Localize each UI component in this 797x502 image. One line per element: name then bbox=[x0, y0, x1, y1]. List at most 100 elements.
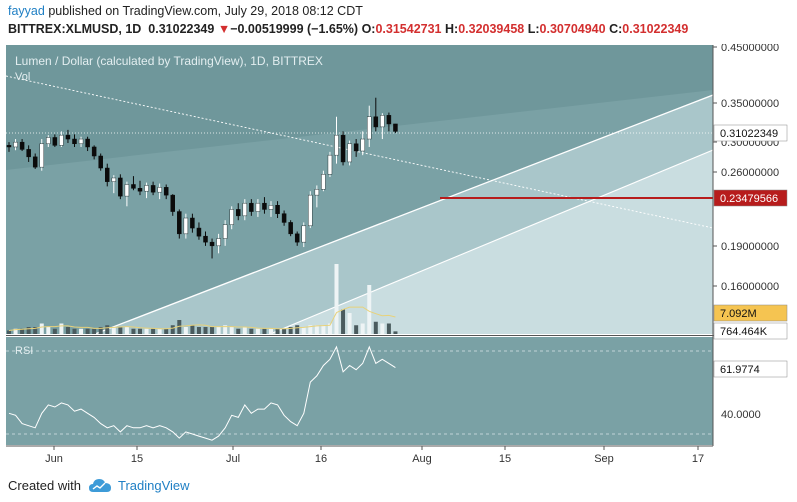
volume-bar bbox=[373, 321, 378, 334]
candle-body bbox=[65, 134, 71, 140]
volume-bar bbox=[118, 327, 123, 334]
candle bbox=[275, 201, 280, 219]
author-link[interactable]: fayyad bbox=[8, 4, 45, 18]
volume-bar bbox=[229, 327, 234, 334]
candle-body bbox=[380, 115, 385, 128]
candle bbox=[170, 194, 175, 216]
volume-bar bbox=[341, 309, 346, 334]
volume-bar bbox=[183, 327, 188, 334]
level-price-label: 0.23479566 bbox=[720, 193, 778, 205]
close-value: 0.31022349 bbox=[622, 22, 689, 36]
candle-body bbox=[170, 194, 175, 212]
candle-body bbox=[98, 155, 103, 169]
volume-bar bbox=[295, 325, 300, 334]
candle bbox=[314, 185, 320, 208]
volume-bar bbox=[39, 323, 44, 334]
volume-bar bbox=[196, 327, 201, 334]
volume-bar bbox=[347, 313, 352, 334]
candle-body bbox=[321, 174, 326, 190]
candle bbox=[85, 136, 90, 152]
ohlc-line: BITTREX:XLMUSD, 1D 0.31022349 ▼−0.005199… bbox=[8, 22, 688, 36]
volume-bar bbox=[138, 328, 142, 334]
volume-bar bbox=[52, 328, 57, 334]
candle bbox=[294, 231, 300, 246]
tradingview-brand-link[interactable]: TradingView bbox=[118, 478, 190, 493]
down-arrow-icon: ▼ bbox=[217, 22, 231, 36]
candle-body bbox=[46, 137, 51, 145]
last-price: 0.31022349 bbox=[148, 22, 215, 36]
time-tick-label: Jun bbox=[45, 453, 63, 465]
descending-trendline[interactable] bbox=[6, 75, 713, 229]
volume-bar bbox=[386, 323, 391, 334]
candle-body bbox=[137, 188, 143, 192]
volume-bar bbox=[223, 325, 228, 334]
candle bbox=[281, 210, 287, 226]
candle-body bbox=[222, 224, 228, 239]
candle bbox=[78, 136, 84, 147]
candle bbox=[255, 199, 261, 217]
candle bbox=[137, 180, 143, 196]
last-price-label-bg bbox=[713, 124, 788, 142]
candle bbox=[118, 174, 123, 200]
time-axis[interactable]: Jun 15 Jul 16 Aug 15 Sep 17 bbox=[45, 446, 704, 465]
candle bbox=[46, 135, 51, 147]
last-price-label: 0.31022349 bbox=[720, 128, 778, 140]
volume-bar bbox=[393, 331, 398, 334]
trendline-upper[interactable] bbox=[94, 94, 713, 334]
volume-bar bbox=[20, 328, 25, 334]
candle-body bbox=[72, 138, 77, 145]
candle-body bbox=[13, 141, 18, 148]
volume-bar bbox=[203, 327, 208, 334]
candle-body bbox=[39, 143, 44, 168]
volume-series bbox=[7, 264, 398, 334]
volume-bar bbox=[111, 327, 116, 334]
volume-ma-line bbox=[8, 306, 396, 331]
volume-bar bbox=[301, 327, 306, 334]
candle bbox=[111, 175, 117, 194]
volume-bar bbox=[380, 323, 385, 334]
chart-area[interactable]: Lumen / Dollar (calculated by TradingVie… bbox=[0, 44, 797, 472]
candle bbox=[13, 139, 18, 151]
price-axis[interactable]: 0.450000000.350000000.300000000.26000000… bbox=[713, 44, 797, 446]
trendline-lower[interactable] bbox=[269, 149, 713, 334]
volume-bar bbox=[98, 327, 103, 334]
candle bbox=[393, 123, 398, 133]
volume-bar bbox=[262, 328, 267, 334]
rsi-level-label: 40.0000 bbox=[721, 409, 761, 421]
publish-line: fayyad published on TradingView.com, Jul… bbox=[8, 4, 363, 18]
rsi-legend: RSI bbox=[15, 345, 33, 357]
volume-last-label: 764.464K bbox=[720, 326, 768, 338]
candle bbox=[183, 213, 189, 239]
candle bbox=[242, 199, 248, 221]
volume-bar bbox=[242, 327, 247, 334]
candle-body bbox=[196, 227, 202, 237]
volume-legend: Vol bbox=[15, 71, 30, 83]
candle-body bbox=[255, 202, 261, 212]
price-tick-label: 0.26000000 bbox=[721, 167, 779, 179]
volume-bar bbox=[255, 328, 260, 334]
candle bbox=[236, 203, 241, 221]
candle bbox=[308, 191, 313, 229]
price-tick-label: 0.19000000 bbox=[721, 241, 779, 253]
volume-bar bbox=[164, 328, 169, 334]
candle-body bbox=[386, 115, 392, 125]
candle bbox=[327, 151, 333, 178]
rsi-value-label: 61.9774 bbox=[720, 364, 760, 376]
volume-bar bbox=[190, 325, 195, 334]
candle-body bbox=[288, 222, 293, 235]
candle-body bbox=[340, 134, 346, 163]
change-value: −0.00519999 (−1.65%) bbox=[230, 22, 359, 36]
volume-bar bbox=[79, 328, 84, 334]
candles-series bbox=[6, 97, 398, 259]
time-tick-label: 17 bbox=[692, 453, 704, 465]
candle bbox=[32, 153, 38, 169]
volume-bar bbox=[124, 327, 129, 334]
volume-bar bbox=[334, 264, 339, 334]
candle-body bbox=[52, 137, 58, 146]
volume-bar bbox=[105, 325, 110, 334]
candle bbox=[6, 142, 12, 152]
candle bbox=[72, 134, 77, 147]
candle bbox=[150, 181, 156, 196]
drawings-layer bbox=[6, 45, 713, 334]
candle-body bbox=[249, 202, 254, 212]
